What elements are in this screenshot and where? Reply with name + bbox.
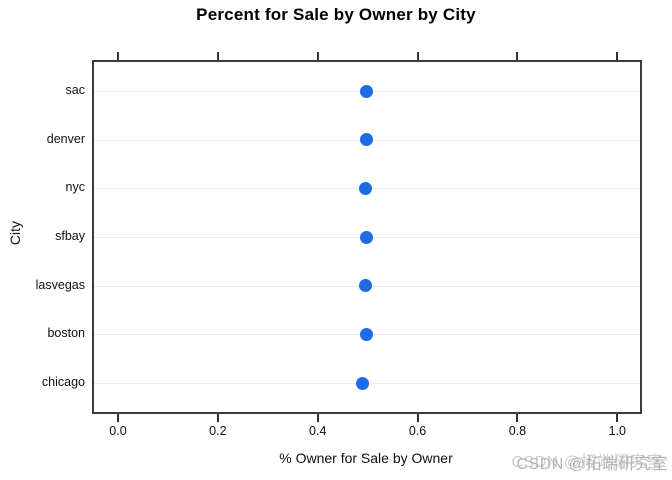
watermark: CSDN @拓端研究室 CSDN @拓端研究室 [468,450,668,474]
gridline [94,91,640,92]
x-tick-label: 0.2 [209,424,227,438]
x-tick-bottom [117,414,119,422]
y-tick-label: nyc [65,180,85,195]
x-tick-bottom [416,414,419,422]
gridline [94,285,640,287]
watermark-text-echo: CSDN @拓端研究室 [511,454,663,471]
y-axis-title: City [7,220,23,246]
y-tick-label: chicago [41,375,85,390]
gridline [94,383,640,385]
x-tick-bottom [216,414,219,422]
x-tick-label: 0.4 [309,424,327,438]
watermark-text: CSDN @拓端研究室 [516,456,668,473]
x-tick-bottom [616,414,619,422]
x-tick-label: 0.0 [109,424,127,438]
y-tick-label: lasvegas [35,277,85,292]
gridline [94,139,640,141]
x-tick-top [416,52,419,60]
plot-area [92,60,642,414]
x-axis-title: % Owner for Sale by Owner [279,450,453,466]
y-tick-label: denver [46,131,85,146]
x-tick-top [316,52,319,60]
x-tick-label: 0.6 [408,424,427,438]
y-tick-label: boston [47,326,85,341]
x-tick-top [216,52,219,60]
x-tick-label: 1.0 [608,424,626,438]
x-tick-top [616,52,619,60]
gridline [94,334,640,336]
x-tick-bottom [516,414,519,422]
gridline [94,188,640,190]
x-tick-label: 0.8 [508,424,527,438]
gridline [94,237,640,238]
x-tick-top [117,52,119,60]
chart-title: Percent for Sale by Owner by City [196,5,476,24]
y-tick-label: sac [65,83,85,97]
x-tick-top [516,52,519,60]
x-tick-bottom [316,414,319,422]
